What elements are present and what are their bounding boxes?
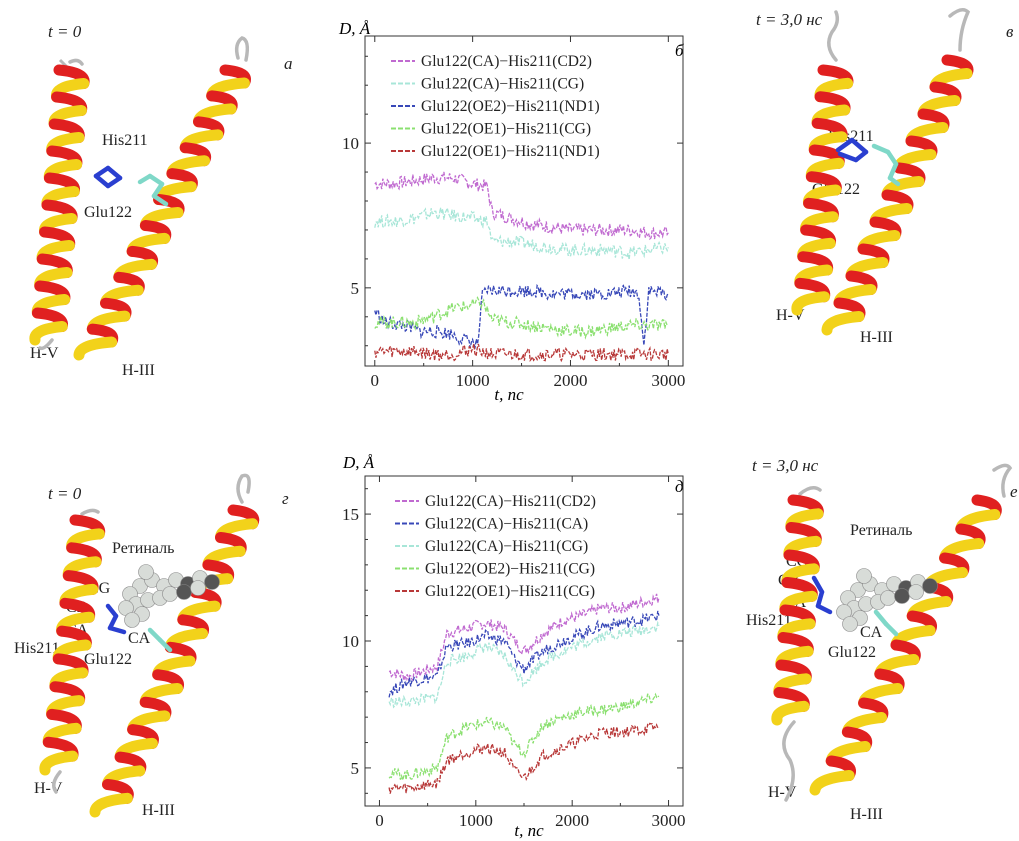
panel-e-coil-h5 — [798, 486, 822, 496]
panel-g-coil-h3 — [236, 473, 251, 504]
panel-g-his-label: His211 — [14, 640, 60, 657]
panel-g-ca2-label: CA — [128, 630, 151, 647]
panel-e-his211-sticks — [811, 575, 833, 615]
chart-1-legend-label: Glu122(OE2)−His211(CG) — [425, 561, 595, 578]
panel-a-letter: а — [284, 54, 293, 73]
chart-1-series-line — [388, 610, 660, 698]
panel-a-structure — [58, 58, 72, 72]
chart-1-xtick-label: 2000 — [555, 811, 589, 830]
panel-e-ca2-label: CA — [860, 624, 883, 641]
panel-g-time: t = 0 — [48, 484, 82, 503]
panel-e-ca-label: CA — [784, 594, 807, 611]
chart-0-series-line — [374, 205, 669, 260]
chart-0-legend-label: Glu122(CA)−His211(CG) — [421, 76, 584, 93]
chart-0-xtick-label: 0 — [371, 371, 380, 390]
panel-e-letter: е — [1010, 482, 1018, 501]
chart-1-xtick-label: 1000 — [459, 811, 493, 830]
chart-0-legend-label: Glu122(OE2)−His211(ND1) — [421, 98, 600, 115]
chart-1-legend-label: Glu122(CA)−His211(CG) — [425, 538, 588, 555]
chart-0-xtick-label: 2000 — [553, 371, 587, 390]
chart-1-ytick-label: 15 — [342, 505, 359, 524]
chart-0-series-line — [374, 343, 669, 363]
chart-1-series-line — [388, 620, 660, 709]
panel-g-letter: г — [282, 489, 289, 508]
chart-0-ytick-label: 10 — [342, 134, 359, 153]
panel-v-letter: в — [1006, 22, 1014, 41]
panel-g-retinal-label: Ретиналь — [112, 540, 175, 557]
panel-e-coil-h3 — [992, 463, 1013, 498]
panel-v-coil-h3 — [948, 8, 971, 52]
chart-d-panel-letter: д — [675, 477, 684, 496]
panel-g-cg-label: CG — [88, 580, 111, 597]
helix-h5 — [58, 58, 72, 72]
panel-g-glu-label: Glu122 — [84, 651, 132, 668]
panel-v-glu-label: Glu122 — [812, 181, 860, 198]
panel-a-time: t = 0 — [48, 22, 82, 41]
panel-a-glu-label: Glu122 — [84, 204, 132, 221]
chart-b: D, Å б t, пс 0 1000 2000 3000 5 10 Glu122(CA)−… — [338, 19, 685, 404]
chart-1-series-line — [388, 722, 660, 794]
chart-1-xtick-label: 0 — [375, 811, 384, 830]
panel-e-h5-label: H-V — [768, 784, 797, 801]
chart-b-panel-letter: б — [675, 41, 684, 60]
chart-0-series-line — [374, 283, 669, 350]
chart-1-series-line — [388, 692, 660, 783]
chart-0-ytick-label: 5 — [351, 279, 360, 298]
panel-g-his211-sticks — [105, 603, 127, 635]
chart-d-ylabel: D, Å — [342, 453, 375, 472]
chart-0-legend-label: Glu122(OE1)−His211(CG) — [421, 121, 591, 138]
panel-g-ca-label: CA — [66, 622, 89, 639]
panel-e-his-label: His211 — [746, 612, 792, 629]
panel-e-retinal-spheres — [836, 568, 938, 632]
panel-g-h3-label: H-III — [142, 802, 175, 819]
panel-g-cb-label: CB — [66, 599, 88, 616]
panel-v-glu122-sticks — [871, 143, 901, 187]
panel-e-cb-label: CB — [778, 572, 800, 589]
panel-a-h3-label: H-III — [122, 362, 155, 379]
panel-a-h5-label: H-V — [30, 345, 59, 362]
chart-1-series-line — [388, 593, 660, 682]
panel-v-time: t = 3,0 нс — [756, 10, 823, 29]
chart-1-legend-label: Glu122(CA)−His211(CD2) — [425, 493, 596, 510]
chart-0-legend-label: Glu122(OE1)−His211(ND1) — [421, 143, 600, 160]
panel-g-h5-label: H-V — [34, 780, 63, 797]
chart-0-legend-label: Glu122(CA)−His211(CD2) — [421, 53, 592, 70]
chart-d: D, Å д t, пс 0 1000 2000 3000 5 10 15 Glu122(CA… — [342, 453, 686, 840]
chart-b-ylabel: D, Å — [338, 19, 371, 38]
panel-v-h3-label: H-III — [860, 329, 893, 346]
chart-b-xlabel: t, пс — [494, 385, 524, 404]
chart-0-series-line — [374, 171, 669, 241]
panel-g-coil-h5 — [80, 508, 100, 516]
chart-0-xtick-label: 3000 — [651, 371, 685, 390]
chart-1-ytick-label: 5 — [351, 759, 360, 778]
panel-a-his-label: His211 — [102, 132, 148, 149]
chart-1-ytick-label: 10 — [342, 632, 359, 651]
panel-g-retinal-spheres — [118, 564, 220, 628]
chart-1-legend-label: Glu122(OE1)−His211(CG) — [425, 583, 595, 600]
panel-v-coil-h5 — [827, 10, 840, 62]
chart-d-xlabel: t, пс — [514, 821, 544, 840]
panel-e-cg-label: CG — [786, 553, 809, 570]
chart-0-series-line — [374, 296, 669, 340]
panel-e-time: t = 3,0 нс — [752, 456, 819, 475]
panel-e-h3-label: H-III — [850, 806, 883, 823]
panel-g-glu122-sticks — [147, 627, 173, 653]
chart-1-xtick-label: 3000 — [652, 811, 686, 830]
panel-e-retinal-label: Ретиналь — [850, 522, 913, 539]
chart-1-legend-label: Glu122(CA)−His211(CA) — [425, 516, 588, 533]
panel-v-h5-label: H-V — [776, 307, 805, 324]
panel-e-glu-label: Glu122 — [828, 644, 876, 661]
panel-v-his-label: His211 — [828, 128, 874, 145]
chart-0-xtick-label: 1000 — [456, 371, 490, 390]
